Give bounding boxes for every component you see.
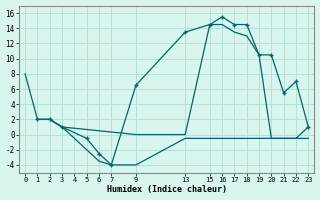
X-axis label: Humidex (Indice chaleur): Humidex (Indice chaleur): [107, 185, 227, 194]
